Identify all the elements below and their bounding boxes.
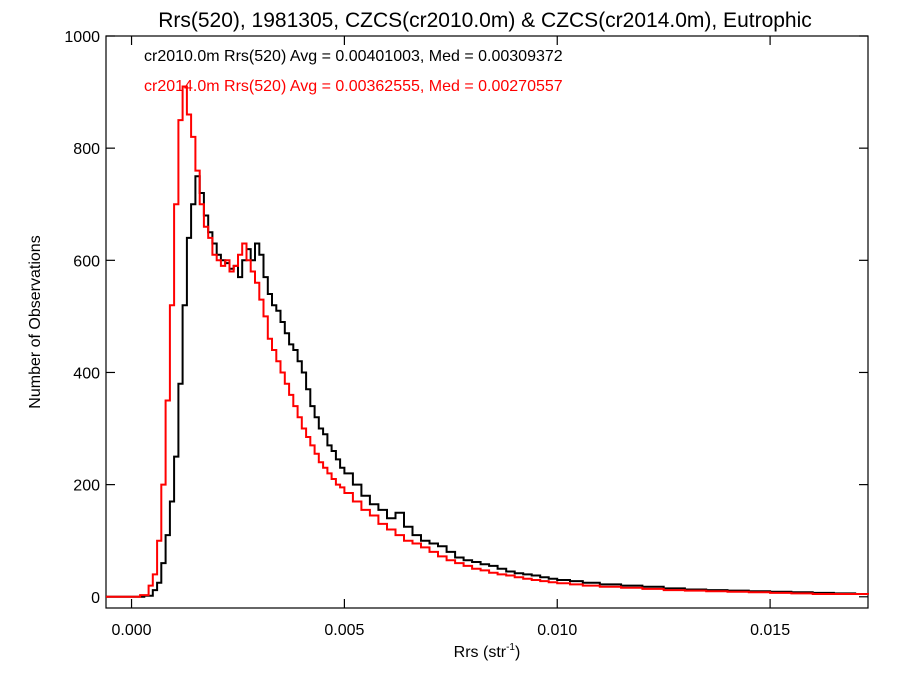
y-axis: 0 200 400 600 800 1000 <box>64 29 868 607</box>
series-line-0 <box>106 175 868 598</box>
y-tick-label-2: 400 <box>73 365 100 382</box>
chart-title: Rrs(520), 1981305, CZCS(cr2010.0m) & CZC… <box>158 9 812 32</box>
y-axis-label: Number of Observations <box>27 235 44 408</box>
annotation-red: cr2014.0m Rrs(520) Avg = 0.00362555, Med… <box>144 78 563 95</box>
x-axis: 0.000 0.005 0.010 0.015 <box>112 36 790 639</box>
x-tick-label-3: 0.015 <box>750 622 790 639</box>
y-tick-label-4: 800 <box>73 141 100 158</box>
series-line-1 <box>106 85 869 598</box>
y-tick-label-3: 600 <box>73 253 100 270</box>
y-tick-label-0: 0 <box>91 590 100 607</box>
y-tick-label-5: 1000 <box>64 29 100 46</box>
plot-frame <box>105 35 869 609</box>
series-layer <box>106 85 869 598</box>
y-tick-label-1: 200 <box>73 478 100 495</box>
x-tick-label-1: 0.005 <box>324 622 364 639</box>
x-tick-label-0: 0.000 <box>112 622 152 639</box>
x-axis-label: Rrs (str-1) <box>454 642 521 661</box>
x-axis-label-end: ) <box>515 644 520 661</box>
annotation-black: cr2010.0m Rrs(520) Avg = 0.00401003, Med… <box>144 48 563 65</box>
x-tick-label-2: 0.010 <box>537 622 577 639</box>
x-axis-label-base: Rrs (str <box>454 644 507 661</box>
x-axis-label-sup: -1 <box>506 642 515 653</box>
